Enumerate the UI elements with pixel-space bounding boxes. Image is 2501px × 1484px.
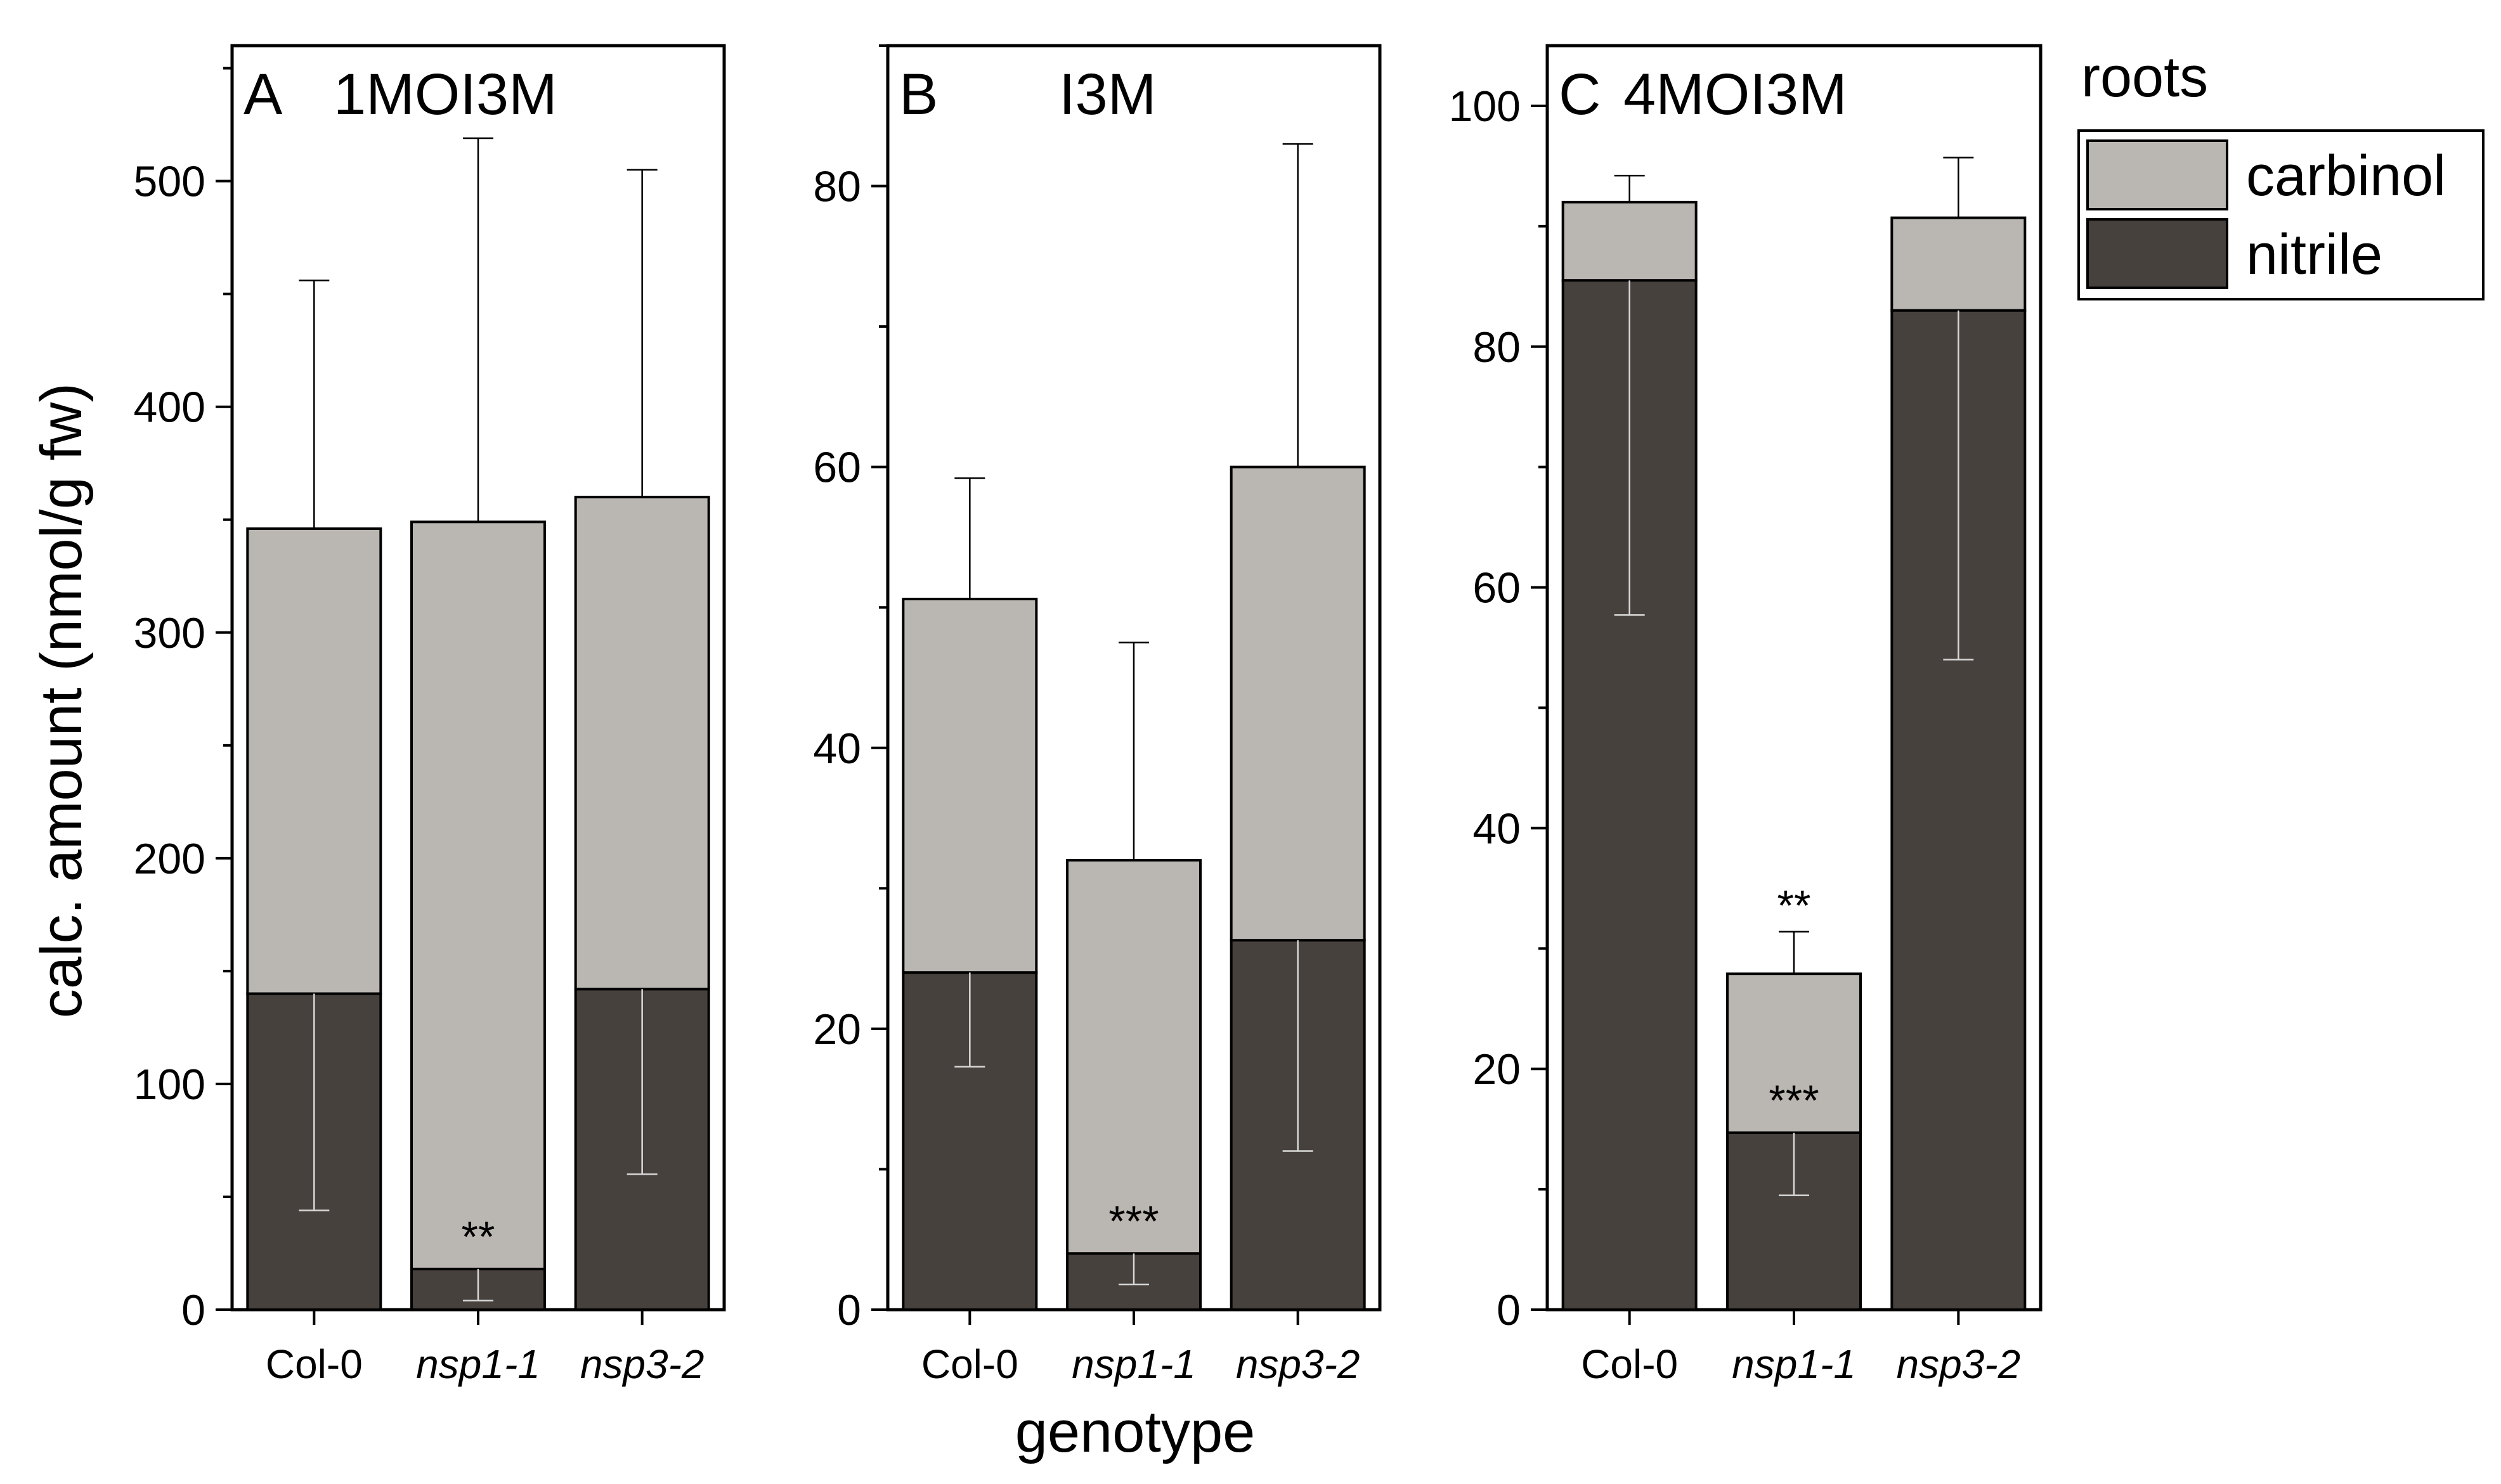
x-tick-label: nsp3-2 (1236, 1341, 1360, 1387)
legend-swatch-carbinol (2086, 139, 2228, 210)
x-tick-label: Col-0 (1581, 1341, 1678, 1387)
x-tick-label: Col-0 (266, 1341, 363, 1387)
legend-label-carbinol: carbinol (2246, 145, 2446, 208)
significance-marker: *** (1108, 1197, 1159, 1245)
bar-carbinol (246, 527, 382, 995)
y-tick-label: 60 (813, 444, 861, 492)
x-axis-title: genotype (1015, 1400, 1256, 1464)
panel-title: I3M (1059, 62, 1156, 127)
panel-b: 0 20 40 60 80 Col-0 nsp1-1 *** nsp3-2 B I3M (813, 44, 1382, 1387)
bar-carbinol (574, 496, 710, 991)
y-tick-label: 300 (134, 609, 205, 657)
y-tick-label: 80 (1472, 323, 1521, 371)
y-tick-label: 20 (813, 1005, 861, 1054)
x-tick-label: Col-0 (921, 1341, 1018, 1387)
y-tick-label: 0 (837, 1286, 861, 1334)
y-tick-label: 0 (1497, 1286, 1521, 1334)
y-tick-label: 200 (134, 835, 205, 883)
legend-label-nitrile: nitrile (2246, 223, 2382, 287)
legend-title: roots (2081, 46, 2208, 109)
x-tick-label: nsp3-2 (580, 1341, 705, 1387)
y-axis-title: calc. amount (nmol/g fw) (29, 383, 94, 1018)
bar-carbinol (1561, 200, 1698, 282)
bar-carbinol (902, 597, 1038, 974)
bar-carbinol (1230, 465, 1366, 942)
legend: roots carbinol nitrile (2077, 46, 2485, 300)
significance-marker: *** (1769, 1076, 1819, 1125)
bar-carbinol (410, 520, 546, 1270)
panel-a: 0 100 200 300 400 500 Col-0 nsp1-1 ** nsp3-2 A 1MOI… (134, 44, 726, 1387)
y-tick-label: 80 (813, 163, 861, 211)
significance-marker: ** (462, 1213, 495, 1261)
y-tick-label: 0 (181, 1286, 205, 1334)
x-tick-label: nsp1-1 (1732, 1341, 1856, 1387)
x-tick-label: nsp1-1 (1072, 1341, 1196, 1387)
y-tick-label: 60 (1472, 564, 1521, 612)
significance-marker: ** (1777, 882, 1811, 930)
bar-carbinol (1890, 216, 2027, 312)
y-tick-label: 20 (1472, 1045, 1521, 1094)
legend-swatch-nitrile (2086, 218, 2228, 289)
y-tick-label: 500 (134, 158, 205, 206)
panel-letter: C (1559, 62, 1601, 127)
bar-carbinol (1726, 972, 1862, 1134)
panel-letter: B (899, 62, 938, 127)
x-tick-label: nsp1-1 (416, 1341, 540, 1387)
y-tick-label: 100 (1449, 82, 1521, 131)
y-tick-label: 100 (134, 1061, 205, 1109)
y-tick-label: 40 (813, 725, 861, 773)
x-tick-label: nsp3-2 (1896, 1341, 2020, 1387)
bar-carbinol (1066, 859, 1202, 1255)
panel-title: 4MOI3M (1623, 62, 1847, 127)
panel-title: 1MOI3M (334, 62, 557, 127)
y-tick-label: 400 (134, 384, 205, 432)
y-tick-label: 40 (1472, 804, 1521, 853)
panel-letter: A (244, 62, 283, 127)
